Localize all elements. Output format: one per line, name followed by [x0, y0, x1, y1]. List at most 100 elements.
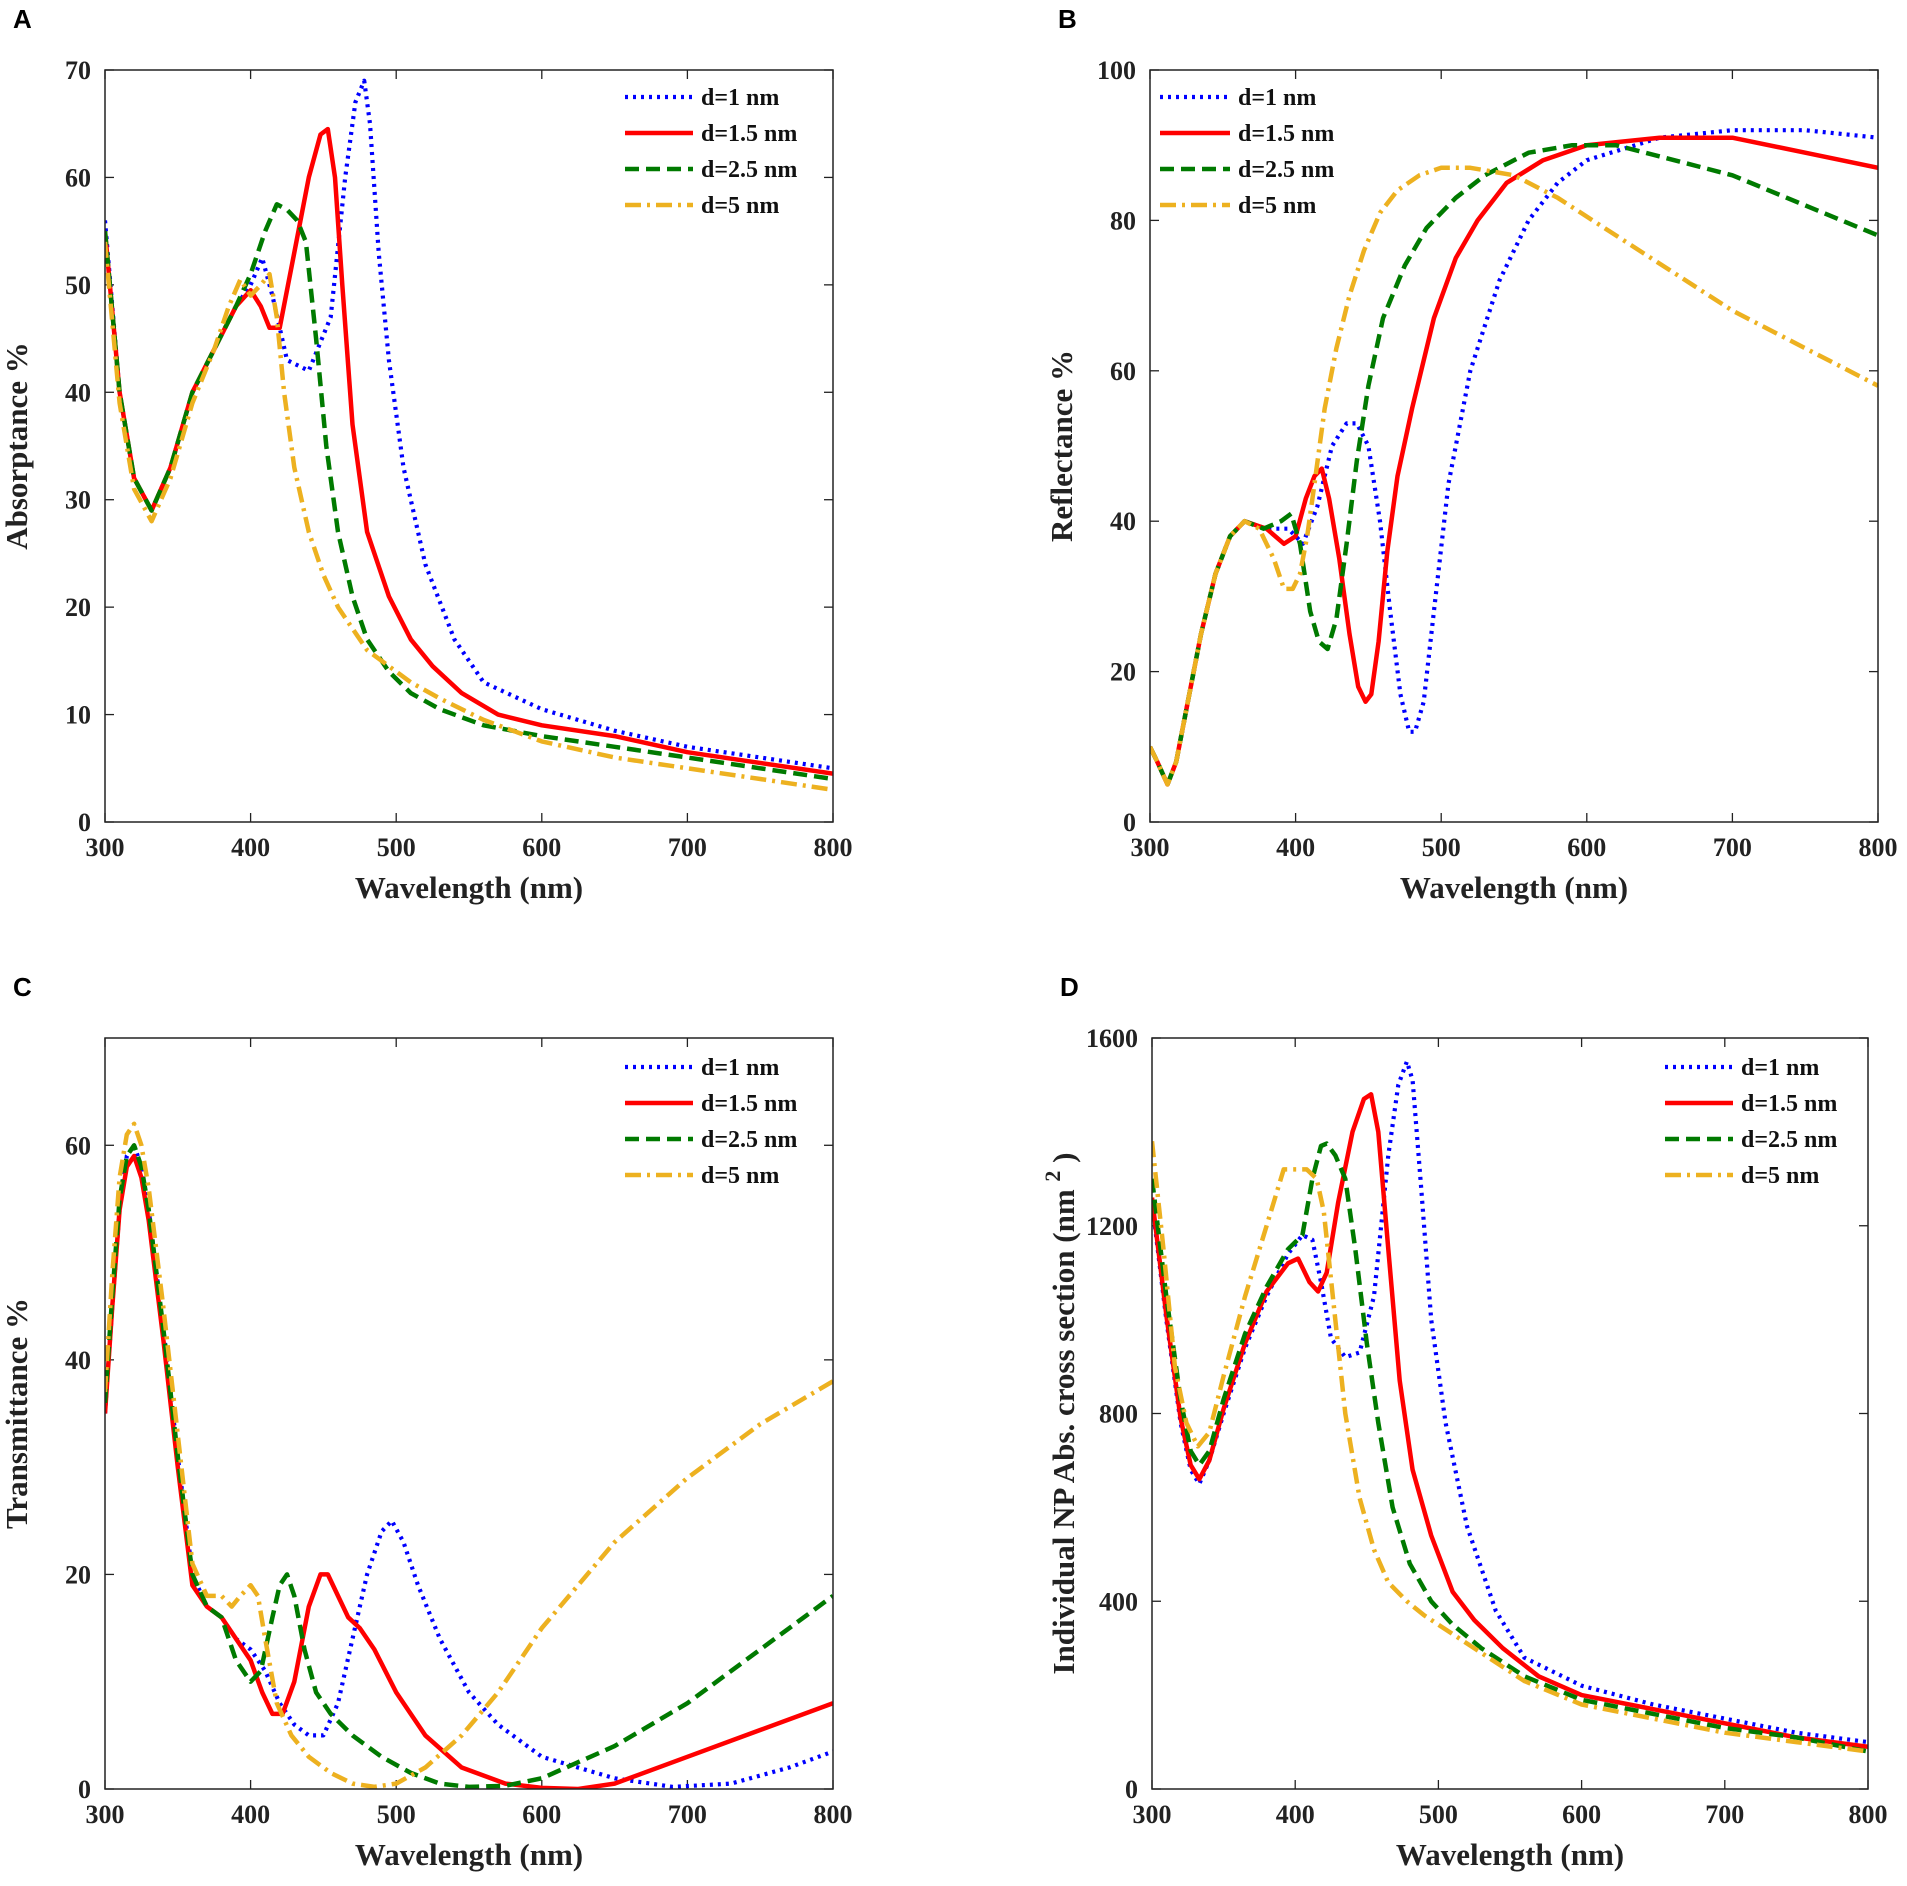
x-axis-label: Wavelength (nm) — [1400, 870, 1628, 905]
y-tick-label: 40 — [65, 1346, 91, 1375]
series-line-d-1-5-nm — [105, 126, 833, 776]
y-tick-label: 20 — [65, 593, 91, 622]
legend-entry-label: d=1 nm — [701, 1055, 779, 1081]
x-tick-label: 600 — [1567, 833, 1606, 862]
x-tick-label: 600 — [522, 1800, 561, 1829]
x-tick-label: 700 — [1705, 1800, 1744, 1829]
y-tick-label: 1200 — [1086, 1212, 1138, 1241]
x-tick-label: 400 — [1276, 1800, 1315, 1829]
y-tick-label: 50 — [65, 271, 91, 300]
x-tick-label: 500 — [377, 1800, 416, 1829]
x-tick-label: 500 — [377, 833, 416, 862]
legend: d=1 nm d=1.5 nm d=2.5 nm d=5 nm — [625, 85, 797, 219]
series-line-d-1-nm — [105, 78, 833, 771]
legend-entry-label: d=1 nm — [1741, 1055, 1819, 1081]
legend-entry-label: d=5 nm — [701, 1163, 779, 1189]
series-line-d-5-nm — [105, 241, 833, 793]
panel-letter: C — [13, 972, 32, 1002]
x-tick-label: 800 — [1859, 833, 1898, 862]
plot-frame — [1151, 1037, 1869, 1790]
legend-entry-label: d=1.5 nm — [1741, 1091, 1837, 1117]
legend-entry-label: d=2.5 nm — [1741, 1127, 1837, 1153]
plot-frame — [104, 1037, 834, 1790]
legend-entry-label: d=1 nm — [701, 85, 779, 111]
legend-entry-label: d=5 nm — [1741, 1163, 1819, 1189]
legend-entry-label: d=5 nm — [701, 193, 779, 219]
y-tick-label: 20 — [1110, 658, 1136, 687]
x-axis-label: Wavelength (nm) — [355, 1837, 583, 1872]
series-line-d-1-nm — [105, 1143, 833, 1789]
y-tick-label: 0 — [1125, 1775, 1138, 1804]
y-tick-label: 800 — [1099, 1400, 1138, 1429]
y-tick-label: 20 — [65, 1560, 91, 1589]
x-axis-label: Wavelength (nm) — [1396, 1837, 1624, 1872]
panel-a: A 300 400 500 600 700 800 0 10 20 30 40 50 60 70 Wavele… — [0, 4, 853, 905]
y-tick-label: 30 — [65, 486, 91, 515]
series-line-d-1-5-nm — [1150, 135, 1878, 787]
x-tick-label: 800 — [814, 1800, 853, 1829]
y-axis-label-superscript: 2 — [1040, 1171, 1065, 1182]
legend-entry-label: d=1.5 nm — [1238, 121, 1334, 147]
panel-letter: B — [1058, 4, 1077, 34]
y-tick-label: 1600 — [1086, 1024, 1138, 1053]
y-tick-label: 100 — [1097, 56, 1136, 85]
series-line-d-1-nm — [1150, 128, 1878, 787]
y-tick-label: 70 — [65, 56, 91, 85]
y-axis-label: Absorptance % — [0, 342, 34, 550]
series-line-d-5-nm — [105, 1121, 833, 1789]
y-tick-label: 10 — [65, 701, 91, 730]
plot-area — [1152, 1059, 1868, 1754]
plot-frame — [104, 69, 834, 823]
plot-frame — [1149, 69, 1879, 823]
legend-entry-label: d=5 nm — [1238, 193, 1316, 219]
y-tick-label: 0 — [78, 1775, 91, 1804]
series-line-d-2-5-nm — [1150, 142, 1878, 787]
legend-entry-label: d=2.5 nm — [701, 157, 797, 183]
series-line-d-1-5-nm — [105, 1153, 833, 1789]
legend-entry-label: d=1.5 nm — [701, 1091, 797, 1117]
x-tick-label: 800 — [814, 833, 853, 862]
y-axis-label: Reflectance % — [1044, 350, 1079, 542]
x-tick-label: 300 — [1133, 1800, 1172, 1829]
x-tick-label: 500 — [1419, 1800, 1458, 1829]
x-tick-label: 600 — [1562, 1800, 1601, 1829]
series-line-d-2-5-nm — [1152, 1141, 1868, 1754]
y-tick-label: 60 — [1110, 357, 1136, 386]
panel-c: C 300 400 500 600 700 800 0 20 40 60 Wavelength (nm… — [0, 972, 853, 1872]
plot-area — [105, 1121, 833, 1789]
x-axis-label: Wavelength (nm) — [355, 870, 583, 905]
legend-entry-label: d=2.5 nm — [1238, 157, 1334, 183]
panel-letter: A — [13, 4, 32, 34]
series-line-d-1-5-nm — [1152, 1092, 1868, 1750]
x-tick-label: 400 — [231, 1800, 270, 1829]
x-tick-label: 500 — [1422, 833, 1461, 862]
x-tick-label: 400 — [1276, 833, 1315, 862]
plot-area — [1150, 128, 1878, 787]
panel-d: D 300 400 500 600 700 800 0 400 800 1200 1600 Wavele… — [1040, 972, 1888, 1872]
y-axis-label-end: ) — [1046, 1152, 1081, 1170]
series-line-d-2-5-nm — [105, 1143, 833, 1789]
panel-b: B 300 400 500 600 700 800 0 20 40 60 80 100 Wavelengt… — [1044, 4, 1898, 905]
series-line-d-5-nm — [1150, 165, 1878, 787]
legend: d=1 nm d=1.5 nm d=2.5 nm d=5 nm — [1665, 1055, 1837, 1189]
legend: d=1 nm d=1.5 nm d=2.5 nm d=5 nm — [1160, 85, 1334, 219]
y-axis-label: Individual NP Abs. cross section (nm 2 ) — [1040, 1152, 1081, 1674]
legend: d=1 nm d=1.5 nm d=2.5 nm d=5 nm — [625, 1055, 797, 1189]
y-axis-label: Transmittance % — [0, 1298, 34, 1529]
x-tick-label: 800 — [1849, 1800, 1888, 1829]
x-tick-label: 400 — [231, 833, 270, 862]
series-line-d-5-nm — [1152, 1141, 1868, 1754]
plot-area — [105, 78, 833, 793]
x-tick-label: 700 — [1713, 833, 1752, 862]
x-tick-label: 700 — [668, 1800, 707, 1829]
x-tick-label: 600 — [522, 833, 561, 862]
y-tick-label: 40 — [65, 378, 91, 407]
y-tick-label: 60 — [65, 1131, 91, 1160]
panel-letter: D — [1060, 972, 1079, 1002]
y-axis-label-main: Individual NP Abs. cross section (nm — [1046, 1182, 1081, 1675]
y-tick-label: 400 — [1099, 1587, 1138, 1616]
legend-entry-label: d=1 nm — [1238, 85, 1316, 111]
y-tick-label: 40 — [1110, 507, 1136, 536]
x-tick-label: 300 — [1131, 833, 1170, 862]
